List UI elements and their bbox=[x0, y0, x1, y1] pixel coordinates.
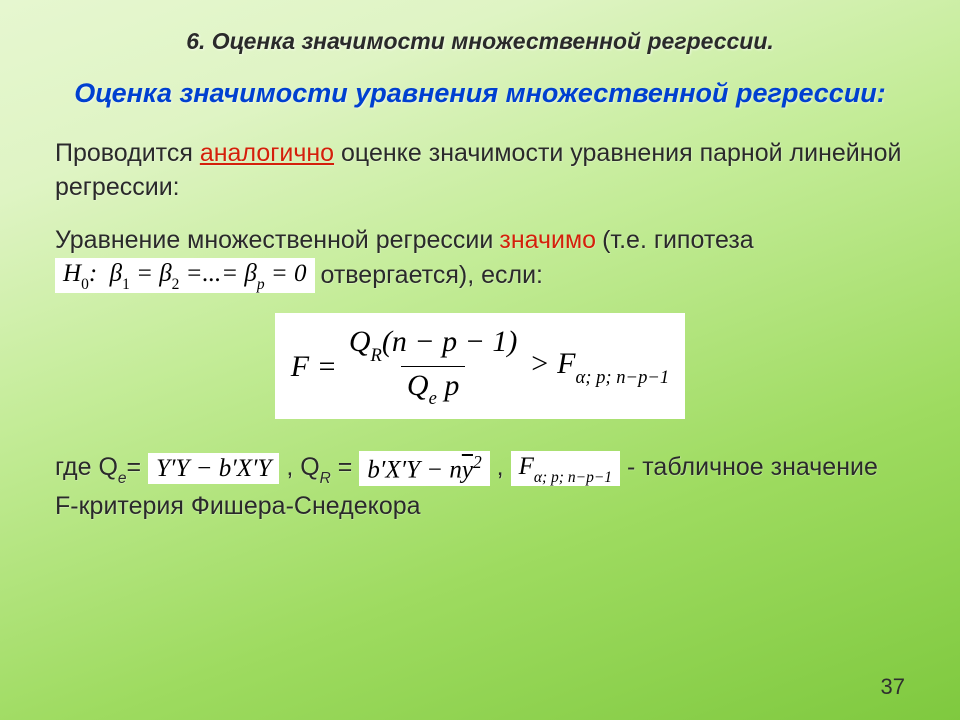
p1-highlight: аналогично bbox=[200, 139, 334, 167]
where-label: где bbox=[55, 453, 92, 481]
hypothesis-formula: H0: β1 = β2 =...= βp = 0 bbox=[55, 258, 315, 293]
main-formula: F = QR(n − p − 1) Qe p > Fα; p; n−p−1 bbox=[275, 313, 685, 419]
qe-formula: Y′Y − b′X′Y bbox=[148, 453, 279, 485]
p2-a: Уравнение множественной регрессии bbox=[55, 224, 493, 258]
section-number: 6. bbox=[186, 28, 205, 54]
paragraph-2: Уравнение множественной регрессии значим… bbox=[55, 224, 905, 293]
p1-lead: Проводится bbox=[55, 139, 193, 167]
footer-definitions: где Qe= Y′Y − b′X′Y , QR = b′X′Y − ny2 ,… bbox=[55, 449, 905, 525]
p2-b: (т.е. гипотеза bbox=[602, 224, 754, 258]
qr-formula: b′X′Y − ny2 bbox=[359, 451, 489, 486]
paragraph-1: Проводится аналогично оценке значимости … bbox=[55, 137, 905, 205]
section-title-text: Оценка значимости множественной регресси… bbox=[212, 28, 774, 54]
p2-significant: значимо bbox=[499, 224, 596, 258]
main-formula-wrap: F = QR(n − p − 1) Qe p > Fα; p; n−p−1 bbox=[55, 313, 905, 419]
page-number: 37 bbox=[881, 674, 905, 700]
slide: 6. Оценка значимости множественной регре… bbox=[0, 0, 960, 720]
f-alpha-formula: Fα; p; n−p−1 bbox=[511, 451, 620, 486]
slide-subtitle: Оценка значимости уравнения множественно… bbox=[55, 77, 905, 111]
p2-c: отвергается), если: bbox=[321, 259, 544, 293]
section-title: 6. Оценка значимости множественной регре… bbox=[55, 28, 905, 55]
